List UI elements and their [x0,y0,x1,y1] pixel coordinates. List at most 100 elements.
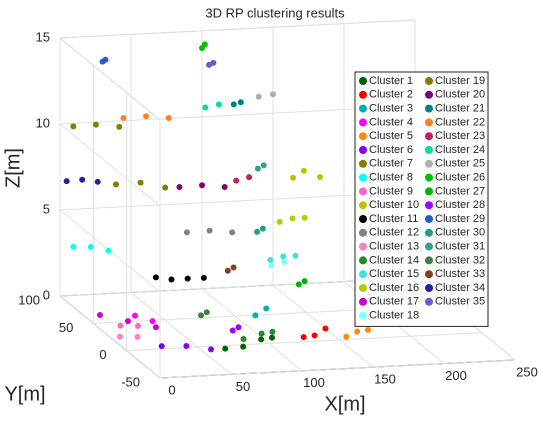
point [120,114,127,121]
point [112,181,119,188]
point [215,101,222,108]
x-tick-label: 150 [374,372,396,387]
grid-line [59,295,161,379]
point [246,174,253,181]
legend-label: Cluster 10 [369,199,419,211]
legend-marker [425,90,433,99]
point [365,326,372,333]
legend-marker [359,104,367,113]
point [269,334,275,341]
legend-label: Cluster 28 [435,199,485,211]
point [210,59,217,66]
point [70,123,77,130]
point [116,123,123,130]
legend-marker [359,311,367,320]
point [270,91,276,98]
legend-marker [425,146,433,154]
point [255,93,262,100]
point [143,113,150,120]
legend-label: Cluster 2 [369,89,413,101]
legend-label: Cluster 5 [369,130,413,142]
legend-label: Cluster 22 [435,116,485,128]
legend-marker [359,215,367,223]
point [203,309,210,316]
legend-marker [359,187,367,196]
legend-label: Cluster 30 [435,227,485,239]
legend-marker [359,118,367,127]
point [137,179,144,186]
legend-label: Cluster 20 [435,89,485,101]
point [263,305,270,312]
legend-marker [425,187,433,196]
point [158,343,165,350]
point [258,330,265,337]
point [280,253,287,260]
point [105,247,112,254]
point [292,252,299,259]
point [63,178,70,185]
x-tick-label: 250 [516,364,538,379]
point [301,214,308,221]
grid-line [59,37,161,121]
legend-marker [425,132,433,141]
legend-marker [359,242,367,251]
point [202,104,209,111]
legend-marker [359,228,367,237]
point [200,274,207,281]
grid-line [201,288,303,372]
point [79,176,86,183]
point [268,262,275,269]
legend-label: Cluster 13 [369,241,419,253]
y-axis-label: Y[m] [4,383,45,405]
legend-marker [425,297,433,306]
y-tick-label: 100 [18,292,40,307]
point [290,174,296,181]
point [117,333,123,340]
point [300,334,307,341]
legend-marker [359,201,367,210]
point [162,184,169,191]
point [208,346,214,353]
point [199,182,206,189]
legend-marker [359,256,367,265]
z-tick-label: 5 [43,201,50,216]
x-tick-label: 100 [303,375,325,390]
legend-label: Cluster 11 [369,213,418,225]
legend-box [354,71,489,327]
legend-label: Cluster 19 [435,75,485,87]
point [289,215,296,222]
point [229,327,236,334]
legend-marker [425,104,433,113]
point [183,343,190,350]
point [92,121,99,128]
point [281,258,288,265]
legend-label: Cluster 31 [435,241,485,253]
legend-marker [359,132,367,141]
grid-line [130,292,232,375]
grid-line [272,284,374,368]
legend-label: Cluster 27 [435,185,485,197]
point [267,256,274,263]
legend-marker [359,270,367,279]
legend-marker [359,297,367,306]
legend-marker [359,90,367,99]
point [254,165,261,172]
legend-label: Cluster 7 [369,158,413,170]
point [300,167,307,174]
point [237,99,244,106]
point [183,229,190,236]
point [165,115,172,122]
legend-label: Cluster 16 [369,282,419,294]
legend-label: Cluster 3 [369,103,413,115]
legend-label: Cluster 9 [369,185,413,197]
point [97,312,103,319]
y-tick-label: 0 [99,347,106,362]
legend-label: Cluster 6 [369,144,413,156]
point [295,281,302,288]
legend-label: Cluster 15 [369,268,419,280]
legend-marker [425,173,433,182]
legend-label: Cluster 29 [435,213,485,225]
point [221,183,228,190]
legend-label: Cluster 8 [369,172,413,184]
point [134,333,141,340]
